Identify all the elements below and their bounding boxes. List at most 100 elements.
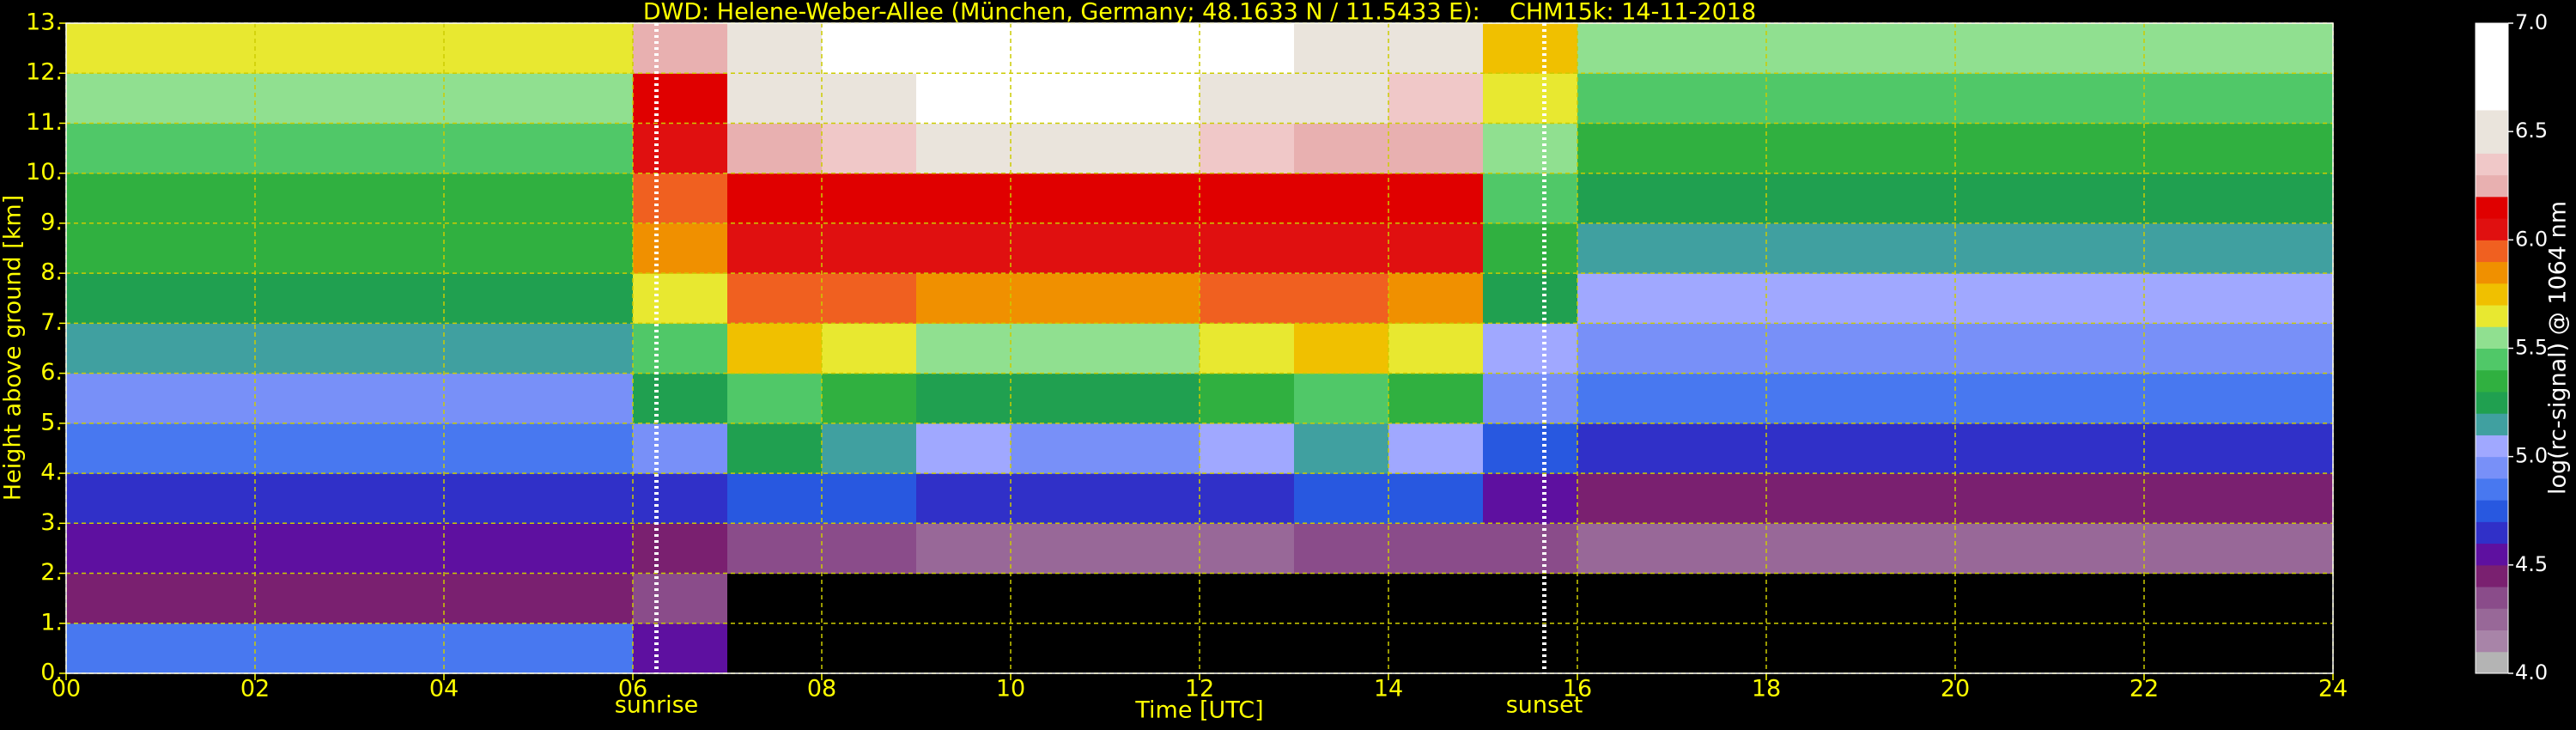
- colorbar-tick-label: 4.5: [2515, 552, 2548, 576]
- heatmap-cell: [633, 373, 728, 424]
- heatmap-cell: [916, 473, 1012, 524]
- colorbar-segment: [2476, 391, 2508, 414]
- heatmap-cell: [349, 123, 445, 174]
- colorbar-tick-label: 5.0: [2515, 444, 2548, 468]
- heatmap-cell: [349, 573, 445, 624]
- heatmap-cell: [1011, 623, 1106, 674]
- heatmap-cell: [1294, 222, 1389, 274]
- heatmap-cell: [822, 423, 917, 474]
- colorbar-tick-label: 4.0: [2515, 660, 2548, 684]
- heatmap-cell: [1483, 23, 1578, 74]
- heatmap-cell: [444, 523, 539, 575]
- heatmap-cell: [822, 523, 917, 575]
- heatmap-cell: [2144, 373, 2239, 424]
- heatmap-cell: [1388, 373, 1484, 424]
- heatmap-cell: [161, 323, 256, 374]
- x-tick-label: 06: [618, 676, 647, 703]
- colorbar-segment: [2476, 196, 2508, 219]
- heatmap-cell: [1294, 623, 1389, 674]
- heatmap-cell: [1672, 173, 1767, 224]
- heatmap-cell: [727, 523, 823, 575]
- heatmap-cell: [1388, 222, 1484, 274]
- heatmap-cell: [1861, 323, 1956, 374]
- heatmap-cell: [1766, 273, 1862, 324]
- heatmap-cell: [1672, 222, 1767, 274]
- heatmap-cell: [444, 373, 539, 424]
- heatmap-cell: [1388, 23, 1484, 74]
- heatmap-cell: [1200, 523, 1295, 575]
- heatmap-cell: [1388, 423, 1484, 474]
- heatmap-cell: [1955, 23, 2050, 74]
- heatmap-cell: [161, 73, 256, 124]
- heatmap-cell: [1766, 23, 1862, 74]
- heatmap-cell: [538, 23, 634, 74]
- heatmap-cell: [2050, 173, 2145, 224]
- heatmap-cell: [1861, 173, 1956, 224]
- heatmap-cell: [1577, 123, 1673, 174]
- heatmap-cell: [916, 73, 1012, 124]
- heatmap-cell: [1200, 323, 1295, 374]
- heatmap-cell: [1011, 573, 1106, 624]
- heatmap-cell: [349, 173, 445, 224]
- heatmap-cell: [2239, 222, 2334, 274]
- x-tick-label: 08: [807, 676, 836, 703]
- heatmap-cell: [1105, 573, 1200, 624]
- heatmap-cell: [349, 222, 445, 274]
- heatmap-cell: [2050, 323, 2145, 374]
- heatmap-cell: [822, 123, 917, 174]
- heatmap-cell: [444, 623, 539, 674]
- heatmap-cell: [538, 423, 634, 474]
- heatmap-cell: [2050, 273, 2145, 324]
- heatmap-cell: [2144, 173, 2239, 224]
- heatmap-cell: [255, 523, 350, 575]
- heatmap-cell: [2050, 222, 2145, 274]
- heatmap-cell: [2144, 523, 2239, 575]
- heatmap-cell: [2050, 73, 2145, 124]
- heatmap-cell: [66, 123, 161, 174]
- colorbar-label: log(rc-signal) @ 1064 nm: [2545, 201, 2572, 495]
- heatmap-cell: [1105, 373, 1200, 424]
- heatmap-cell: [255, 623, 350, 674]
- heatmap-cell: [1105, 123, 1200, 174]
- heatmap-cell: [1388, 523, 1484, 575]
- heatmap-cell: [1483, 373, 1578, 424]
- heatmap-cell: [66, 73, 161, 124]
- heatmap-cell: [1766, 73, 1862, 124]
- heatmap-cell: [916, 123, 1012, 174]
- heatmap-cell: [1861, 373, 1956, 424]
- heatmap-cell: [161, 123, 256, 174]
- x-tick-label: 14: [1374, 676, 1403, 703]
- heatmap-cell: [822, 73, 917, 124]
- heatmap-cell: [1388, 123, 1484, 174]
- heatmap-cell: [1105, 222, 1200, 274]
- y-tick-label: 7.: [40, 309, 63, 336]
- x-tick-label: 22: [2129, 676, 2159, 703]
- heatmap-cell: [66, 523, 161, 575]
- heatmap-cell: [1672, 273, 1767, 324]
- colorbar-tick-label: 6.5: [2515, 119, 2548, 143]
- colorbar-segment: [2476, 23, 2508, 46]
- heatmap-cell: [822, 573, 917, 624]
- heatmap-cell: [1672, 573, 1767, 624]
- heatmap-cell: [161, 173, 256, 224]
- x-tick-label: 16: [1563, 676, 1592, 703]
- heatmap-cell: [1861, 623, 1956, 674]
- heatmap-cell: [727, 623, 823, 674]
- heatmap-cell: [2239, 423, 2334, 474]
- colorbar-segment: [2476, 413, 2508, 435]
- heatmap-cell: [2050, 23, 2145, 74]
- heatmap-cell: [1105, 323, 1200, 374]
- heatmap-cell: [255, 73, 350, 124]
- heatmap-cell: [255, 473, 350, 524]
- heatmap-cell: [727, 173, 823, 224]
- heatmap-cell: [2050, 423, 2145, 474]
- heatmap-cell: [1955, 273, 2050, 324]
- heatmap-cell: [633, 23, 728, 74]
- heatmap-cell: [1105, 623, 1200, 674]
- heatmap-cell: [822, 173, 917, 224]
- heatmap-cell: [2239, 623, 2334, 674]
- heatmap-cell: [255, 173, 350, 224]
- heatmap-cell: [349, 523, 445, 575]
